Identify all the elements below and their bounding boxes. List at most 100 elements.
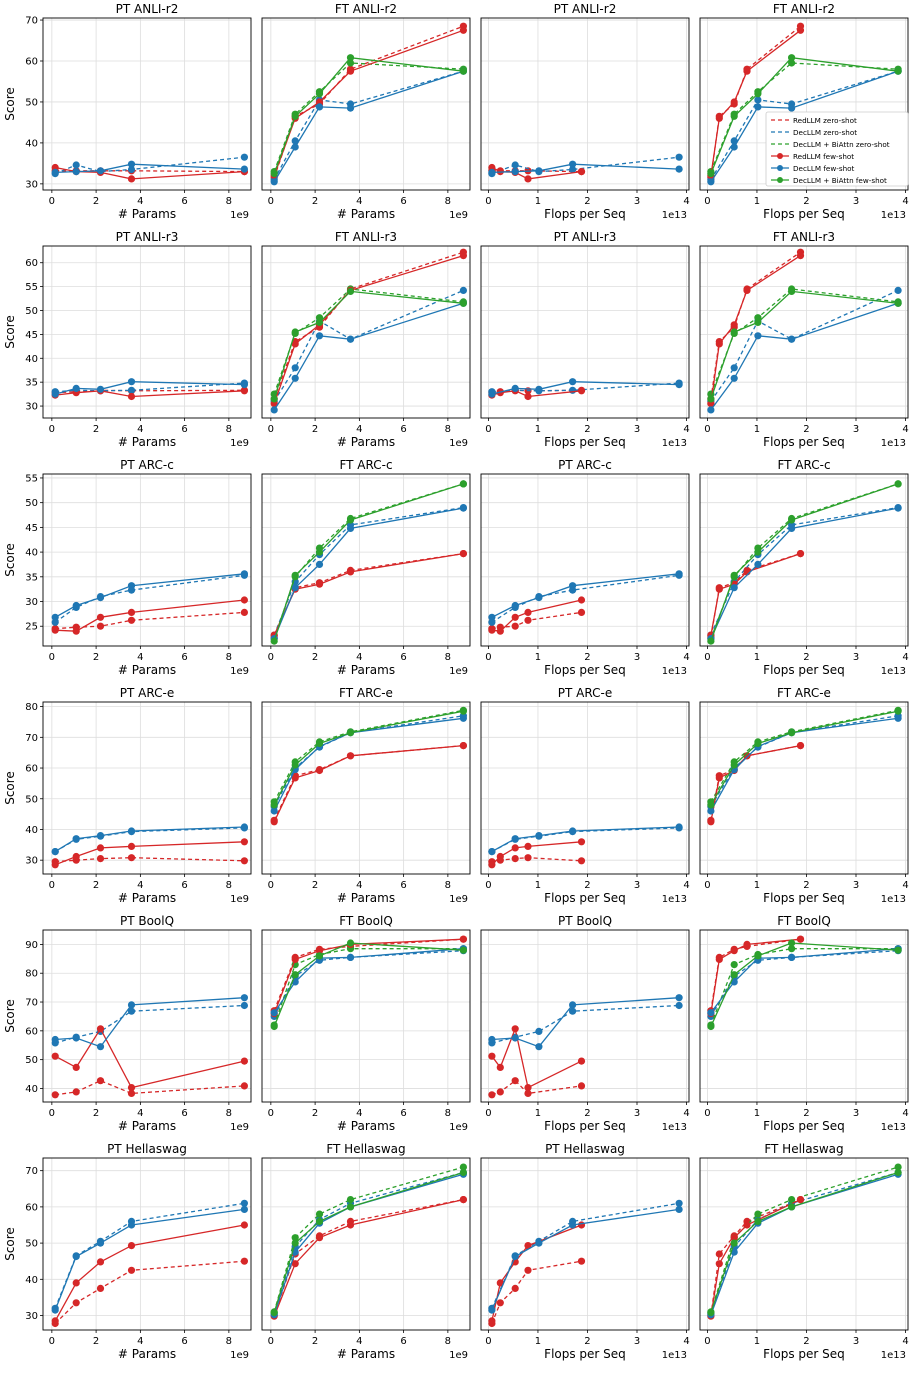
x-tick-label: 0 [49,424,55,435]
x-axis-exponent: 1e9 [230,1122,249,1133]
x-tick-label: 6 [400,652,406,663]
y-tick-label: 40 [25,1084,38,1095]
data-point [511,161,519,169]
data-point [315,90,324,98]
subplot-16: 0 1 2 3 4 FT ARC-e Flops per Seq 1e13 [699,686,909,905]
data-point [796,742,805,750]
data-point [51,1317,59,1325]
subplot-24: 0 1 2 3 4 FT Hellaswag Flops per Seq 1e13 [699,1142,909,1361]
x-tick-label: 3 [634,652,640,663]
series-line-redllm-few-shot [710,744,801,822]
x-axis-exponent: 1e9 [449,1350,468,1361]
x-tick-label: 2 [312,1336,318,1347]
data-point [577,168,586,176]
data-point [730,961,738,969]
x-tick-label: 2 [803,196,809,207]
data-point [488,626,496,634]
plot-frame [480,17,690,191]
x-tick-label: 3 [634,1108,640,1119]
data-point [730,98,738,106]
series-line-decllm-zero-shot [273,715,464,807]
y-tick-label: 70 [25,998,38,1009]
x-axis-label: Flops per Seq [763,435,845,449]
data-point [496,1279,504,1287]
data-point [488,168,496,176]
data-point [730,374,738,382]
series-line-redllm-zero-shot [273,744,464,821]
subplot-title: FT BoolQ [339,914,393,928]
data-point [496,852,504,861]
data-point [894,1163,902,1171]
series-line-redllm-zero-shot [491,857,582,863]
data-point [707,637,715,645]
data-point [577,1057,586,1065]
x-axis-label: Flops per Seq [544,1119,626,1133]
data-point [51,168,59,176]
x-tick-label: 4 [137,196,143,207]
data-point [754,332,762,340]
data-point [675,165,683,173]
data-point [788,729,796,737]
data-point [96,594,105,602]
x-tick-label: 4 [683,652,689,663]
subplot-22: 0 2 4 6 8 FT Hellaswag # Params 1e9 [261,1142,471,1361]
legend-entry-label: DecLLM zero-shot [793,128,857,137]
y-tick-label: 60 [25,1026,38,1037]
series-line-decllm-biattn-zero-shot [710,948,899,1026]
data-point [535,1239,543,1247]
data-point [291,584,299,592]
data-point [291,364,299,372]
data-point [127,1007,136,1015]
x-axis-label: # Params [118,663,176,677]
data-point [459,946,467,954]
series-line-redllm-few-shot [54,1027,245,1089]
legend: RedLLM zero-shot DecLLM zero-shot DecLLM +… [765,111,909,187]
data-point [730,364,738,372]
data-point [754,739,762,748]
x-tick-label: 4 [356,652,362,663]
data-point [488,613,496,621]
x-axis-exponent: 1e13 [881,1350,906,1361]
x-tick-label: 6 [400,424,406,435]
x-axis-exponent: 1e13 [662,1350,687,1361]
x-tick-label: 2 [312,424,318,435]
x-axis-label: # Params [337,1347,395,1361]
series-line-decllm-biattn-zero-shot [273,1166,464,1313]
data-point [577,1082,586,1090]
subplot-title: FT ARC-c [777,458,830,472]
subplot-title: FT ARC-e [339,686,393,700]
legend-marker [777,153,783,159]
data-point [96,855,105,863]
data-point [240,1001,248,1010]
data-point [788,1196,796,1204]
data-point [730,947,738,955]
x-tick-label: 3 [853,1108,859,1119]
x-tick-label: 2 [584,196,590,207]
x-tick-label: 4 [683,1108,689,1119]
x-tick-label: 0 [704,1108,710,1119]
data-point [127,165,136,174]
plot-frame [261,473,471,647]
subplot-title: FT ARC-c [339,458,392,472]
y-tick-label: 70 [25,1166,38,1177]
data-point [51,1035,59,1044]
data-point [511,1034,519,1042]
data-point [346,1196,355,1204]
data-point [127,175,136,183]
data-point [315,1210,324,1218]
x-axis-label: # Params [118,1119,176,1133]
data-point [72,835,80,843]
x-tick-label: 0 [268,1108,274,1119]
x-tick-label: 4 [902,196,908,207]
x-tick-label: 0 [268,652,274,663]
x-tick-label: 3 [634,424,640,435]
x-tick-label: 8 [226,196,232,207]
data-point [788,54,796,62]
x-tick-label: 0 [49,880,55,891]
legend-entry-label: RedLLM zero-shot [793,116,857,125]
y-tick-label: 45 [25,330,38,341]
x-tick-label: 4 [137,880,143,891]
x-axis-label: # Params [337,435,395,449]
